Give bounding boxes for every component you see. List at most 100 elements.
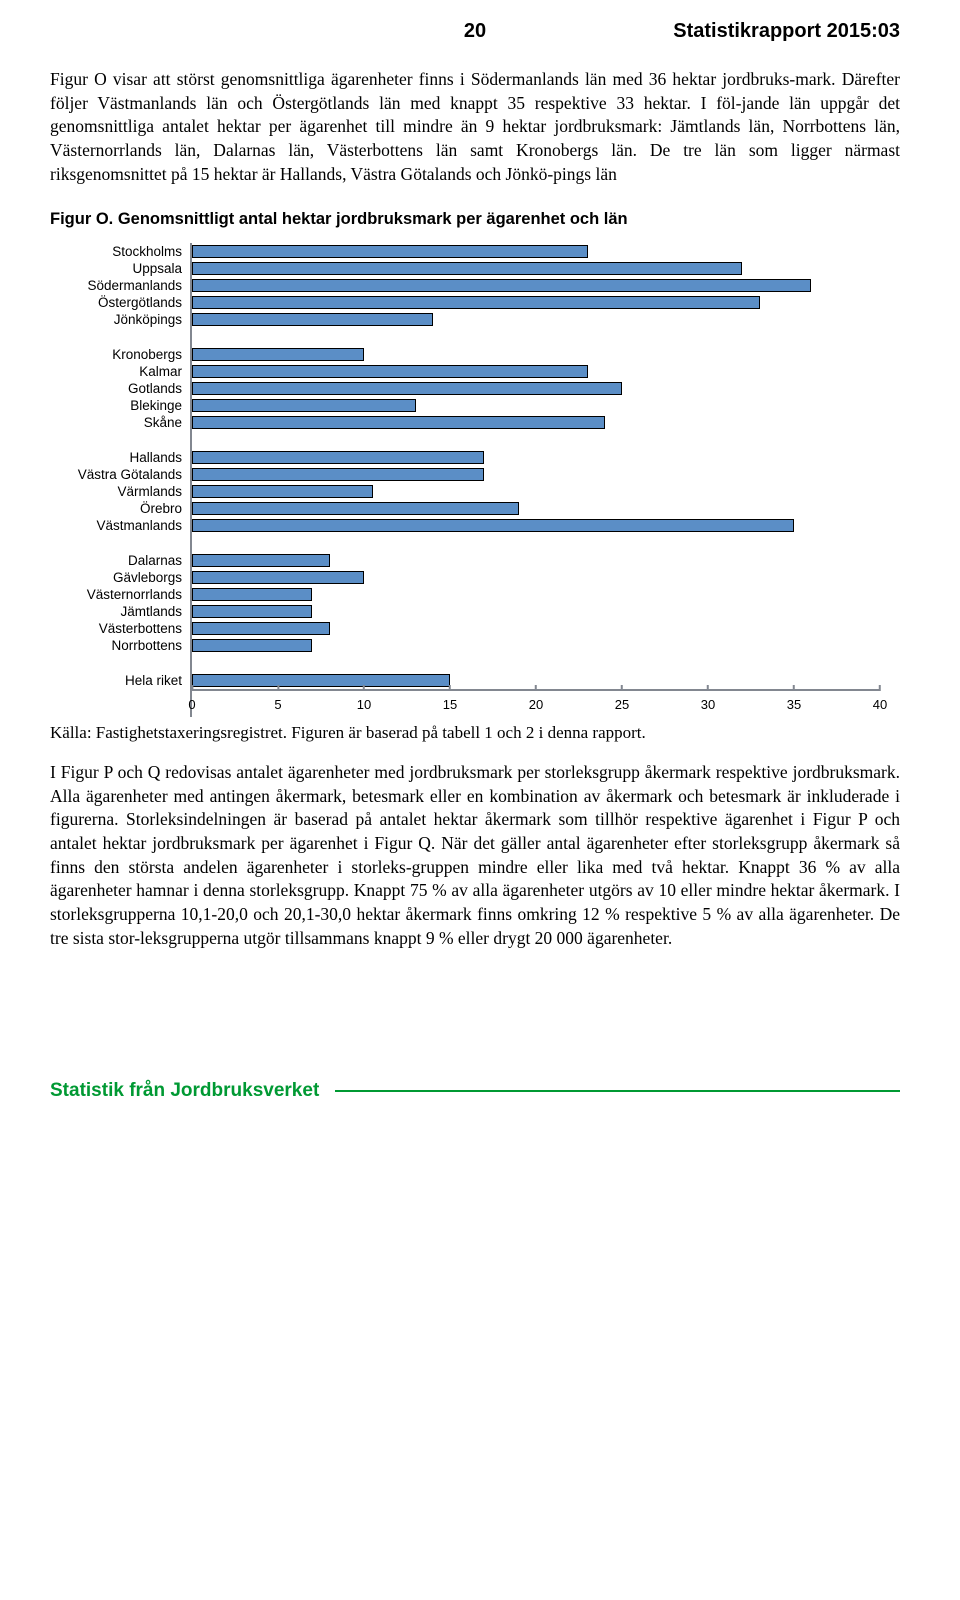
bar [192,622,330,635]
bar-plot-area [190,277,880,294]
page-number: 20 [464,20,486,43]
bar-label: Skåne [60,415,190,430]
x-tick: 20 [529,691,543,712]
chart-row: Norrbottens [60,637,880,654]
chart-source: Källa: Fastighetstaxeringsregistret. Fig… [50,723,900,743]
bar [192,485,373,498]
x-tick: 15 [443,691,457,712]
bar [192,468,484,481]
bar [192,382,622,395]
bar-plot-area [190,586,880,603]
bar-plot-area [190,243,880,260]
bar-label: Gotlands [60,381,190,396]
bar-plot-area [190,569,880,586]
bar-label: Värmlands [60,484,190,499]
group-gap [60,534,880,552]
bar-label: Uppsala [60,261,190,276]
bar-plot-area [190,466,880,483]
bar [192,605,312,618]
bar [192,262,742,275]
bar-plot-area [190,311,880,328]
hectares-bar-chart: Stockholms UppsalaSödermanlandsÖstergötla… [60,243,880,717]
chart-row: Västra Götalands [60,466,880,483]
bar-label: Kronobergs [60,347,190,362]
bar-label: Gävleborgs [60,570,190,585]
footer-rule [335,1090,900,1092]
bar-plot-area [190,346,880,363]
x-tick: 10 [357,691,371,712]
bar-plot-area [190,294,880,311]
intro-paragraph: Figur O visar att störst genomsnittliga … [50,68,900,186]
bar [192,519,794,532]
bar [192,588,312,601]
chart-title: Figur O. Genomsnittligt antal hektar jor… [50,210,900,229]
chart-row: Kalmar [60,363,880,380]
bar-label: Västra Götalands [60,467,190,482]
bar [192,554,330,567]
chart-row: Uppsala [60,260,880,277]
bar-plot-area [190,414,880,431]
bar-label: Hela riket [60,673,190,688]
x-tick: 5 [274,691,281,712]
chart-row: Västmanlands [60,517,880,534]
bar [192,399,416,412]
x-tick: 25 [615,691,629,712]
bar-label: Västmanlands [60,518,190,533]
chart-row: Gotlands [60,380,880,397]
chart-row: Skåne [60,414,880,431]
bar-plot-area [190,517,880,534]
chart-row: Södermanlands [60,277,880,294]
chart-row: Jämtlands [60,603,880,620]
x-axis: 0510152025303540 [60,689,880,717]
bar [192,451,484,464]
bar [192,245,588,258]
chart-row: Gävleborgs [60,569,880,586]
bar [192,674,450,687]
chart-row: Hela riket [60,672,880,689]
bar-plot-area [190,637,880,654]
chart-row: Hallands [60,449,880,466]
chart-row: Värmlands [60,483,880,500]
x-tick: 0 [188,691,195,712]
chart-row: Jönköpings [60,311,880,328]
footer-title: Statistik från Jordbruksverket [50,1080,335,1102]
bar [192,296,760,309]
page-footer: Statistik från Jordbruksverket [50,1080,900,1102]
group-gap [60,328,880,346]
bar-label: Västernorrlands [60,587,190,602]
bar [192,313,433,326]
bar-plot-area [190,260,880,277]
bar-plot-area [190,380,880,397]
group-gap [60,654,880,672]
bar-label: Blekinge [60,398,190,413]
bar [192,365,588,378]
bar-plot-area [190,483,880,500]
group-gap [60,431,880,449]
chart-row: Västernorrlands [60,586,880,603]
bar-label: Kalmar [60,364,190,379]
bar-plot-area [190,552,880,569]
bar-label: Örebro [60,501,190,516]
bar [192,571,364,584]
bar-plot-area [190,449,880,466]
chart-row: Blekinge [60,397,880,414]
bar [192,502,519,515]
bar-label: Norrbottens [60,638,190,653]
bar-label: Västerbottens [60,621,190,636]
x-tick: 35 [787,691,801,712]
bar-label: Hallands [60,450,190,465]
chart-row: Östergötlands [60,294,880,311]
bar-label: Jämtlands [60,604,190,619]
bar-label: Stockholms [60,244,190,259]
bar [192,279,811,292]
bar-label: Östergötlands [60,295,190,310]
after-paragraph: I Figur P och Q redovisas antalet ägaren… [50,761,900,950]
chart-row: Kronobergs [60,346,880,363]
bar-plot-area [190,363,880,380]
bar [192,348,364,361]
chart-row: Dalarnas [60,552,880,569]
bar-plot-area [190,603,880,620]
bar [192,639,312,652]
bar-label: Jönköpings [60,312,190,327]
bar-label: Dalarnas [60,553,190,568]
